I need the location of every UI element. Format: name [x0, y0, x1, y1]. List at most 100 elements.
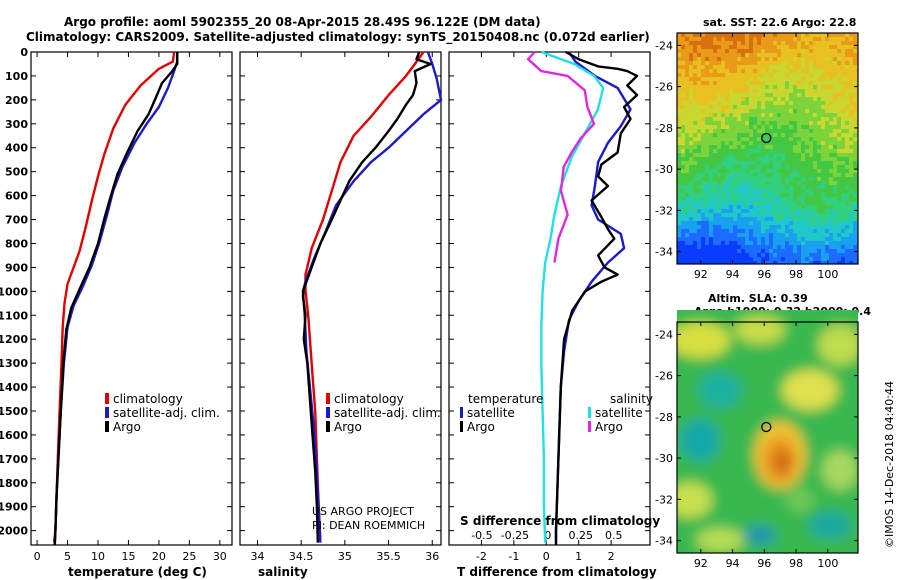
sst-cell — [761, 45, 765, 49]
sst-cell — [713, 53, 717, 57]
sst-cell — [777, 37, 781, 41]
sst-cell — [697, 149, 701, 153]
sst-cell — [769, 113, 773, 117]
sst-cell — [697, 193, 701, 197]
sst-cell — [681, 121, 685, 125]
sst-cell — [805, 145, 809, 149]
sst-cell — [849, 177, 853, 181]
sst-cell — [833, 117, 837, 121]
sst-cell — [681, 177, 685, 181]
sst-cell — [801, 49, 805, 53]
sst-cell — [785, 101, 789, 105]
sst-cell — [845, 161, 849, 165]
sst-cell — [789, 45, 793, 49]
sst-cell — [761, 41, 765, 45]
sst-cell — [681, 81, 685, 85]
sst-cell — [721, 149, 725, 153]
sst-cell — [781, 97, 785, 101]
sst-cell — [753, 93, 757, 97]
sst-cell — [845, 57, 849, 61]
sst-cell — [837, 193, 841, 197]
sst-cell — [697, 113, 701, 117]
lat-tick-label: -30 — [655, 452, 673, 465]
sst-cell — [717, 69, 721, 73]
sst-cell — [705, 177, 709, 181]
sst-cell — [789, 57, 793, 61]
sst-cell — [745, 169, 749, 173]
sst-cell — [773, 217, 777, 221]
sst-cell — [681, 33, 685, 37]
series-line-climatology — [304, 51, 425, 543]
sst-cell — [793, 101, 797, 105]
sst-cell — [745, 257, 749, 261]
sst-cell — [841, 205, 845, 209]
sst-cell — [709, 53, 713, 57]
sst-cell — [721, 185, 725, 189]
sst-cell — [821, 241, 825, 245]
sst-cell — [849, 117, 853, 121]
sst-cell — [813, 53, 817, 57]
sst-cell — [677, 133, 681, 137]
sst-cell — [797, 257, 801, 261]
sst-cell — [845, 97, 849, 101]
sst-cell — [769, 77, 773, 81]
sst-cell — [725, 245, 729, 249]
sst-map: sat. SST: 22.6 Argo: 22.8 -24-26-28-30-3… — [655, 16, 859, 281]
sst-cell — [749, 257, 753, 261]
sst-cell — [757, 229, 761, 233]
sst-cell — [841, 105, 845, 109]
sst-cell — [729, 213, 733, 217]
sst-cell — [689, 33, 693, 37]
sst-cell — [681, 109, 685, 113]
sst-cell — [677, 257, 681, 261]
sst-cell — [741, 85, 745, 89]
sst-cell — [717, 73, 721, 77]
sst-cell — [765, 153, 769, 157]
sst-cell — [785, 241, 789, 245]
sst-cell — [797, 169, 801, 173]
sst-cell — [777, 181, 781, 185]
sst-cell — [721, 189, 725, 193]
sst-cell — [709, 165, 713, 169]
sst-cell — [729, 77, 733, 81]
sst-cell — [697, 261, 701, 264]
sst-cell — [745, 185, 749, 189]
sst-cell — [693, 201, 697, 205]
sst-cell — [809, 225, 813, 229]
sst-cell — [741, 125, 745, 129]
sst-cell — [773, 61, 777, 65]
sst-cell — [725, 193, 729, 197]
sst-cell — [677, 57, 681, 61]
depth-tick-label: 1100 — [0, 309, 28, 322]
sst-cell — [689, 133, 693, 137]
sst-cell — [829, 85, 833, 89]
sst-cell — [689, 45, 693, 49]
sst-cell — [797, 89, 801, 93]
sst-cell — [821, 77, 825, 81]
sst-cell — [805, 161, 809, 165]
sst-cell — [809, 49, 813, 53]
salinity-legend: climatology satellite-adj. clim. Argo US… — [312, 392, 441, 532]
sst-cell — [833, 201, 837, 205]
sst-cell — [737, 85, 741, 89]
sst-cell — [845, 185, 849, 189]
sst-cell — [793, 97, 797, 101]
sst-cell — [705, 89, 709, 93]
sst-cell — [849, 69, 853, 73]
sst-cell — [685, 221, 689, 225]
sst-cell — [789, 65, 793, 69]
sst-cell — [693, 185, 697, 189]
sst-cell — [761, 165, 765, 169]
sst-cell — [685, 161, 689, 165]
sst-cell — [813, 61, 817, 65]
sst-cell — [729, 209, 733, 213]
legend-swatch-argo — [326, 421, 330, 432]
sst-cell — [689, 201, 693, 205]
sst-cell — [705, 165, 709, 169]
sst-cell — [749, 209, 753, 213]
sst-cell — [837, 205, 841, 209]
sst-cell — [789, 153, 793, 157]
sst-cell — [785, 157, 789, 161]
sst-cell — [693, 49, 697, 53]
sst-cell — [697, 73, 701, 77]
